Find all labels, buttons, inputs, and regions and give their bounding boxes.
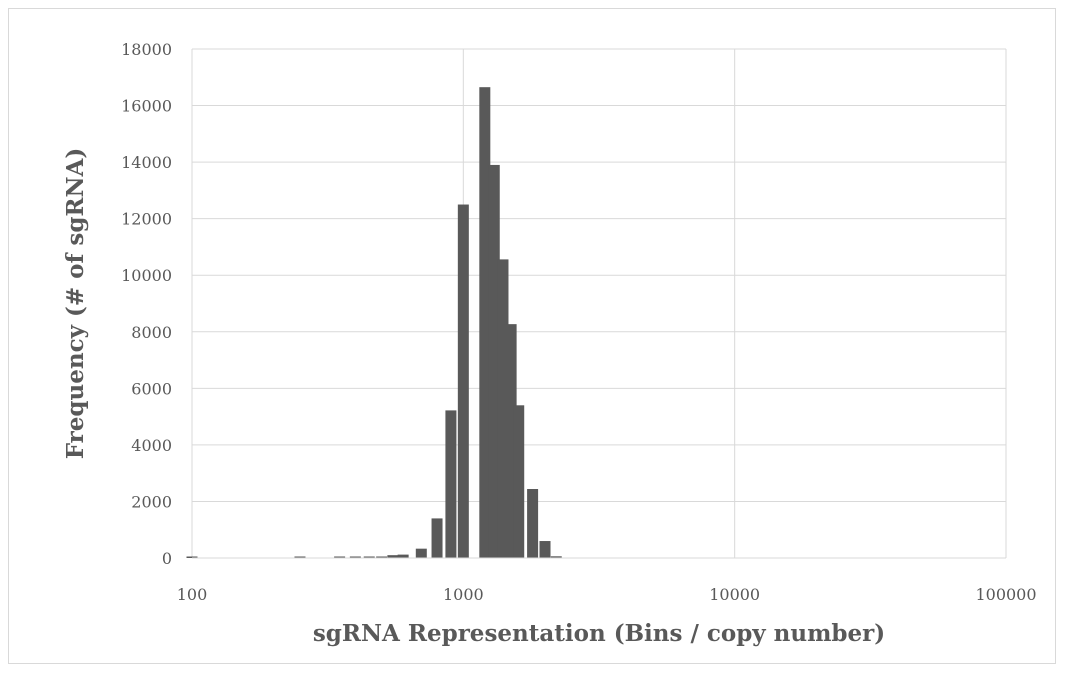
- histogram-bar: [445, 410, 457, 558]
- tick-labels: 0 2000 4000 6000 8000 10000 12000 14000 16000 180…: [121, 40, 1036, 604]
- x-axis-title: sgRNA Representation (Bins / copy number…: [313, 620, 885, 647]
- y-tick-label: 10000: [121, 266, 172, 285]
- histogram-bar: [539, 541, 551, 558]
- y-tick-label: 14000: [121, 153, 172, 172]
- y-tick-label: 6000: [131, 379, 172, 398]
- histogram-bar: [550, 556, 562, 558]
- y-tick-label: 16000: [121, 97, 172, 116]
- y-tick-label: 0: [162, 549, 172, 568]
- chart-frame: 0 2000 4000 6000 8000 10000 12000 14000 16000 180…: [8, 8, 1056, 664]
- histogram-bar: [376, 556, 388, 558]
- histogram-bar: [505, 324, 517, 558]
- histogram-bar: [415, 548, 427, 558]
- y-tick-label: 2000: [131, 492, 172, 511]
- histogram-bar: [431, 518, 443, 558]
- x-tick-label: 100: [177, 585, 208, 604]
- y-tick-label: 12000: [121, 210, 172, 229]
- histogram-bar: [513, 405, 525, 558]
- histogram-chart: 0 2000 4000 6000 8000 10000 12000 14000 16000 180…: [62, 40, 1037, 647]
- x-tick-label: 100000: [975, 585, 1036, 604]
- gridlines: [191, 48, 1007, 558]
- y-axis-title: Frequency (# of sgRNA): [62, 148, 89, 460]
- y-tick-label: 8000: [131, 323, 172, 342]
- y-tick-label: 18000: [121, 40, 172, 59]
- x-tick-label: 10000: [709, 585, 760, 604]
- histogram-bar: [397, 554, 409, 558]
- histogram-bar: [349, 556, 361, 558]
- x-tick-label: 1000: [443, 585, 484, 604]
- histogram-bar: [294, 556, 306, 558]
- histogram-bar: [479, 87, 491, 559]
- bars: [186, 87, 562, 559]
- histogram-bar: [334, 556, 346, 558]
- histogram-bar: [488, 164, 500, 558]
- histogram-bar: [527, 489, 539, 558]
- histogram-bar: [387, 555, 399, 558]
- y-tick-label: 4000: [131, 436, 172, 455]
- histogram-bar: [457, 204, 469, 558]
- histogram-bar: [186, 556, 198, 558]
- histogram-bar: [497, 259, 509, 558]
- histogram-bar: [363, 556, 375, 558]
